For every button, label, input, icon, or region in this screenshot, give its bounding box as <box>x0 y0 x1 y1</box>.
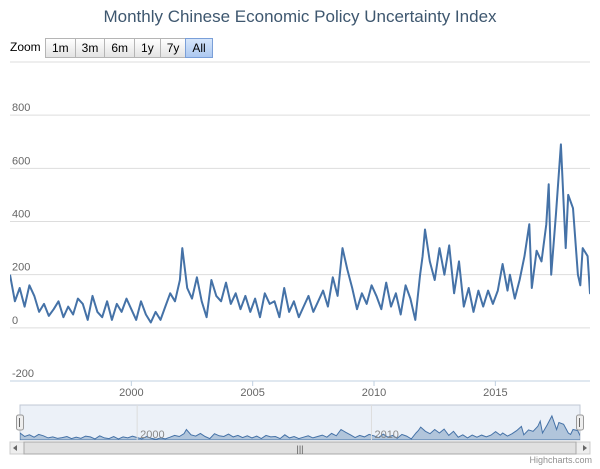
x-tick-label: 2010 <box>362 387 386 399</box>
x-tick-label: 2005 <box>240 387 264 399</box>
y-tick-label: 400 <box>12 209 30 221</box>
x-axis: 2000 2005 2010 2015 <box>10 380 590 399</box>
chart-title: Monthly Chinese Economic Policy Uncertai… <box>103 7 497 26</box>
zoom-all-button[interactable]: All <box>185 38 213 58</box>
navigator[interactable]: 2000 2010 ||| <box>9 404 600 455</box>
navigator-tick-label: 2000 <box>140 429 164 441</box>
series-line-0[interactable] <box>10 75 600 324</box>
navigator-series-0 <box>20 414 580 440</box>
zoom-button-group: 1m 3m 6m 1y 7y All <box>45 38 213 58</box>
y-tick-label: -200 <box>12 368 34 380</box>
x-tick-label: 2000 <box>119 387 143 399</box>
y-axis: -200 0 200 400 600 800 <box>12 102 34 380</box>
y-tick-label: 800 <box>12 102 30 114</box>
scroll-left-arrow-icon[interactable] <box>13 445 17 451</box>
zoom-1y-button[interactable]: 1y <box>134 38 161 58</box>
scrollbar-thumb[interactable] <box>23 441 577 455</box>
x-tick-label: 2015 <box>483 387 507 399</box>
series-layer <box>10 75 600 324</box>
zoom-label: Zoom <box>10 40 41 54</box>
scrollbar-grip[interactable]: ||| <box>296 444 303 454</box>
y-tick-label: 200 <box>12 262 30 274</box>
y-tick-label: 0 <box>12 315 18 327</box>
grid-lines <box>10 61 590 382</box>
navigator-tick-label: 2010 <box>374 429 398 441</box>
highcharts-credit[interactable]: Highcharts.com <box>529 455 592 465</box>
y-tick-label: 600 <box>12 155 30 167</box>
scroll-right-arrow-icon[interactable] <box>583 445 587 451</box>
